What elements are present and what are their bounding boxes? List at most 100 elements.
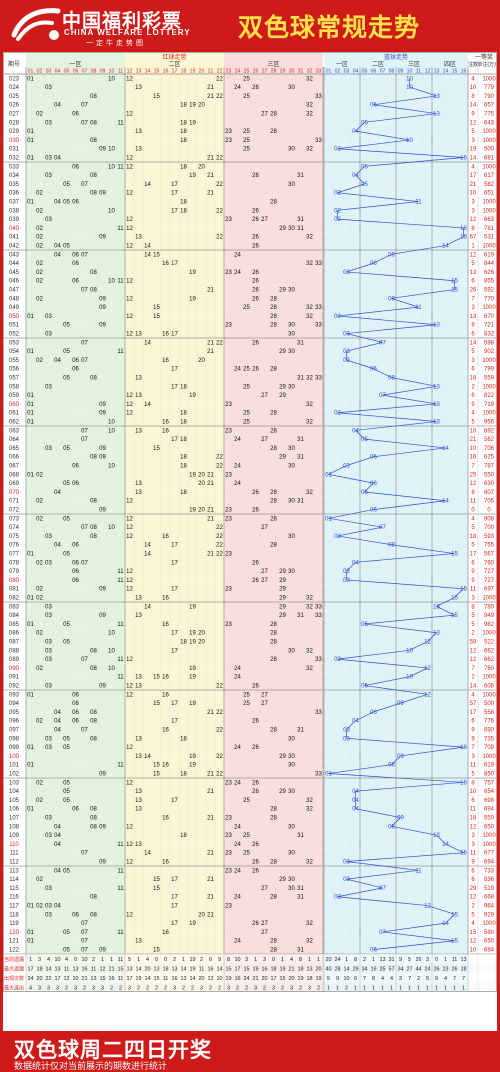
- issue-number: 108: [9, 824, 20, 830]
- red-ball: 23: [225, 508, 232, 514]
- red-ball: 22: [216, 156, 223, 162]
- red-number-header: 11: [118, 69, 123, 75]
- red-ball: 21: [207, 912, 214, 918]
- red-ball: 18: [180, 120, 187, 126]
- stat-red-value: 13: [72, 966, 78, 972]
- prize-count-header: 注数: [468, 61, 478, 68]
- stat-red-value: 14: [135, 966, 141, 972]
- stat-red-value: 2: [317, 985, 320, 991]
- issue-number: 100: [9, 754, 20, 760]
- stat-blue-value: 2: [363, 957, 366, 963]
- red-ball: 24: [234, 824, 241, 830]
- red-ball: 13: [135, 376, 142, 382]
- issue-number: 111: [9, 851, 19, 857]
- prize-amount: 733: [484, 868, 495, 874]
- red-ball: 33: [315, 376, 322, 382]
- prize-amount: 606: [484, 684, 495, 690]
- red-ball: 16: [162, 428, 169, 434]
- prize-amount: 617: [484, 173, 495, 179]
- prize-amount: 1000: [482, 76, 496, 82]
- red-ball: 05: [63, 244, 70, 250]
- red-ball: 02: [36, 587, 43, 593]
- red-ball: 06: [72, 578, 79, 584]
- red-ball: 22: [216, 754, 223, 760]
- issue-number: 107: [9, 816, 20, 822]
- prize-count: 17: [470, 552, 477, 558]
- red-ball: 28: [270, 657, 277, 663]
- blue-ball: 09: [397, 701, 404, 707]
- red-ball: 09: [99, 613, 106, 619]
- issue-number: 077: [9, 552, 20, 558]
- red-ball: 30: [288, 288, 295, 294]
- red-ball: 04: [54, 103, 61, 109]
- red-ball: 22: [216, 525, 223, 531]
- prize-count: 9: [471, 728, 475, 734]
- blue-number-header: 13: [434, 69, 440, 75]
- blue-ball: 03: [343, 736, 350, 742]
- stat-blue-value: 1: [453, 985, 456, 991]
- blue-ball: 02: [334, 147, 341, 153]
- prize-count: 57: [470, 701, 477, 707]
- blue-number-header: 03: [344, 69, 350, 75]
- red-ball: 01: [27, 763, 34, 769]
- red-ball: 27: [261, 437, 268, 443]
- prize-count: 9: [471, 112, 475, 118]
- blue-number-header: 10: [407, 69, 413, 75]
- red-ball: 30: [288, 226, 295, 232]
- red-ball: 33: [315, 613, 322, 619]
- red-ball: 19: [189, 103, 196, 109]
- issue-number: 104: [9, 789, 20, 795]
- stat-blue-value: 3: [399, 976, 402, 982]
- stat-blue-value: 1: [345, 957, 348, 963]
- red-ball: 23: [225, 622, 232, 628]
- red-ball: 13: [135, 613, 142, 619]
- stat-blue-value: 1: [354, 985, 357, 991]
- issue-number: 069: [9, 481, 20, 487]
- red-ball: 25: [243, 411, 250, 417]
- red-ball: 06: [72, 367, 79, 373]
- issue-number: 085: [9, 622, 20, 628]
- red-ball: 02: [36, 270, 43, 276]
- prize-amount: 598: [484, 340, 495, 346]
- stat-red-value: 3: [74, 985, 77, 991]
- stat-red-value: 1: [281, 957, 284, 963]
- blue-number-header: 11: [416, 69, 421, 75]
- stat-red-value: 18: [36, 966, 42, 972]
- stat-blue-value: 5: [426, 976, 429, 982]
- stat-red-value: 14: [45, 966, 51, 972]
- blue-ball: 12: [424, 666, 431, 672]
- red-ball: 11: [117, 622, 124, 628]
- blue-number-header: 12: [425, 69, 431, 75]
- red-ball: 10: [108, 208, 115, 214]
- issue-number: 061: [9, 411, 20, 417]
- stat-blue-value: 40: [325, 966, 331, 972]
- red-ball: 23: [225, 816, 232, 822]
- red-ball: 10: [108, 164, 115, 170]
- prize-amount: 807: [484, 490, 495, 496]
- red-ball: 28: [270, 411, 277, 417]
- red-ball: 30: [288, 534, 295, 540]
- red-ball: 04: [54, 358, 61, 364]
- red-ball: 06: [72, 719, 79, 725]
- red-ball: 29: [279, 613, 286, 619]
- stat-red-value: 16: [81, 966, 87, 972]
- red-ball: 05: [63, 182, 70, 188]
- stat-red-value: 14: [180, 966, 186, 972]
- stat-blue-value: 26: [451, 966, 457, 972]
- red-ball: 28: [270, 314, 277, 320]
- blue-ball: 06: [370, 948, 377, 954]
- red-ball: 19: [189, 120, 196, 126]
- red-ball: 05: [63, 516, 70, 522]
- red-ball: 04: [54, 252, 61, 258]
- stat-red-value: 3: [290, 985, 293, 991]
- prize-count: 12: [470, 120, 477, 126]
- stat-red-value: 4: [47, 957, 50, 963]
- red-ball: 03: [45, 640, 52, 646]
- prize-count: 12: [470, 481, 477, 487]
- stat-label: 最大连出: [4, 984, 24, 991]
- stat-blue-value: 1: [426, 985, 429, 991]
- blue-ball: 16: [460, 587, 467, 593]
- red-ball: 32: [306, 596, 313, 602]
- red-ball: 07: [81, 288, 88, 294]
- red-ball: 26: [252, 85, 259, 91]
